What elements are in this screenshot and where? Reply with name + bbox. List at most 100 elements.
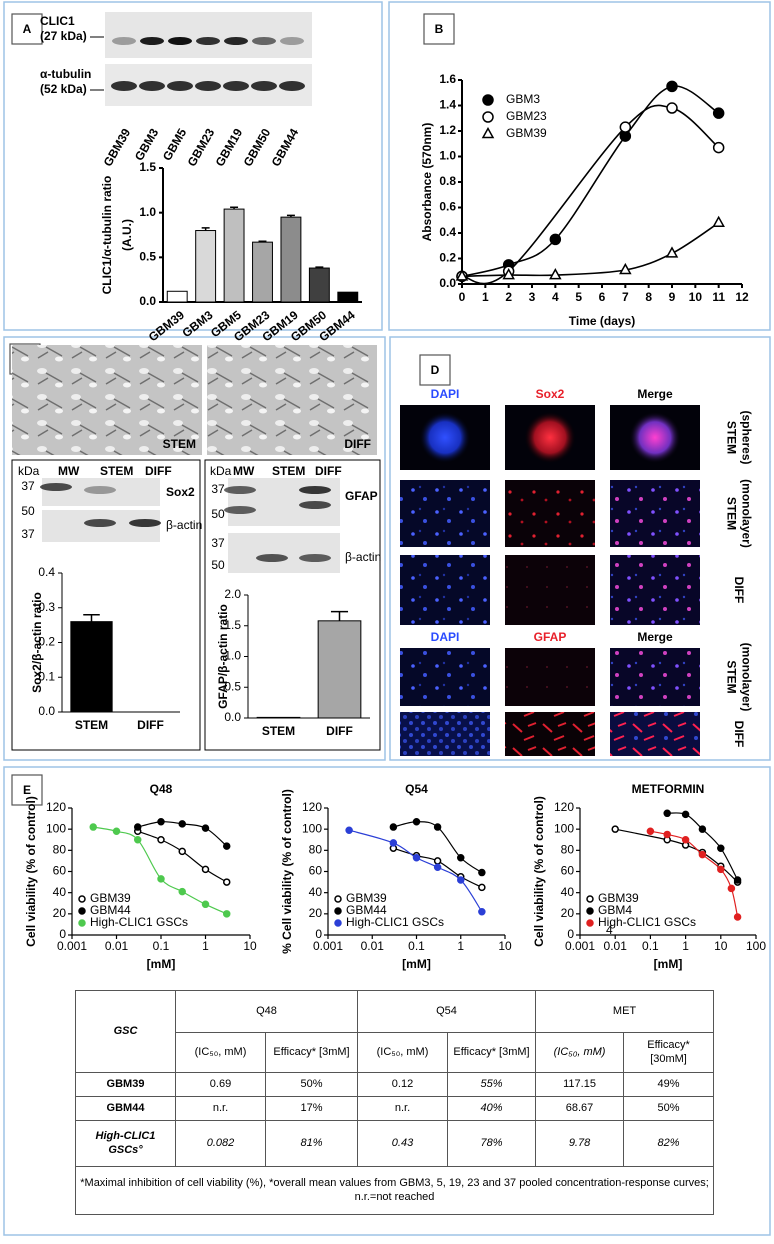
series-line bbox=[667, 812, 739, 881]
legend-marker bbox=[78, 907, 86, 915]
column-header: GFAP bbox=[534, 630, 567, 644]
marker bbox=[681, 810, 690, 819]
y-tick-label: 100 bbox=[554, 821, 574, 835]
blot-label: CLIC1 bbox=[40, 14, 75, 28]
y-tick-label: 0.4 bbox=[439, 225, 456, 239]
bar bbox=[166, 290, 188, 303]
marker bbox=[666, 80, 678, 93]
row-label: (monolayer) bbox=[739, 479, 753, 548]
y-tick-label: 60 bbox=[309, 864, 323, 878]
legend-label: GBM4 bbox=[598, 903, 632, 917]
marker bbox=[712, 215, 725, 228]
blot-band bbox=[139, 81, 165, 91]
panel-frame bbox=[389, 336, 771, 761]
x-axis-label: [mM] bbox=[147, 957, 176, 971]
marker bbox=[666, 102, 678, 114]
row-label: (monolayer) bbox=[739, 643, 753, 712]
marker bbox=[665, 246, 679, 258]
bar bbox=[317, 620, 362, 719]
blot-band bbox=[84, 486, 116, 494]
marker bbox=[389, 823, 398, 831]
micrograph-label: STEM bbox=[163, 437, 196, 451]
chart-title: Q48 bbox=[150, 782, 173, 796]
table-cell: 78% bbox=[447, 1120, 537, 1167]
table-cell: MET bbox=[535, 990, 715, 1033]
y-axis-label: Cell viability (% of control) bbox=[532, 796, 546, 947]
marker bbox=[433, 863, 442, 872]
y-tick-label: 60 bbox=[53, 864, 67, 878]
y-tick-label: 0.0 bbox=[439, 276, 456, 290]
error-bar bbox=[286, 214, 295, 218]
blot-band bbox=[299, 486, 331, 494]
blot-band bbox=[224, 506, 256, 514]
y-tick-label: 0 bbox=[567, 927, 574, 941]
table-cell: (IC₅₀, mM) bbox=[175, 1032, 266, 1073]
table-cell: *Maximal inhibition of cell viability (%… bbox=[74, 1166, 715, 1215]
legend-label: GBM44 bbox=[90, 903, 131, 917]
row-label: STEM bbox=[724, 421, 738, 454]
marker bbox=[389, 839, 398, 847]
table-cell: 0.69 bbox=[175, 1072, 266, 1097]
blot-band bbox=[140, 37, 164, 45]
fluorescence-image bbox=[400, 712, 490, 756]
series-line bbox=[137, 830, 228, 883]
chart-title: Q54 bbox=[405, 782, 428, 796]
table-cell: 0.082 bbox=[175, 1120, 266, 1167]
blot-band bbox=[196, 37, 220, 45]
table-cell: GSC bbox=[75, 990, 176, 1073]
legend-label: GBM39 bbox=[506, 126, 547, 140]
marker bbox=[727, 884, 736, 893]
y-axis-label: CLIC1/α-tubulin ratio bbox=[100, 176, 114, 295]
y-tick-label: 40 bbox=[309, 885, 323, 899]
chart-title: METFORMIN bbox=[632, 782, 705, 796]
fluorescence-image bbox=[610, 555, 700, 625]
column-header: Sox2 bbox=[536, 387, 565, 401]
x-tick-label: 0.1 bbox=[642, 939, 659, 953]
blot-frame bbox=[11, 459, 201, 751]
marker bbox=[457, 853, 465, 862]
y-tick-label: 100 bbox=[302, 821, 322, 835]
table-cell: n.r. bbox=[357, 1096, 449, 1121]
x-tick-label: DIFF bbox=[137, 718, 164, 732]
y-tick-label: 120 bbox=[46, 800, 66, 814]
table-cell: 50% bbox=[623, 1096, 715, 1121]
x-tick-label: 5 bbox=[575, 290, 582, 304]
blot-label: (27 kDa) bbox=[40, 29, 87, 43]
column-header: DAPI bbox=[431, 630, 460, 644]
x-axis-label: [mM] bbox=[654, 957, 683, 971]
marker bbox=[222, 910, 231, 918]
series-line bbox=[461, 85, 720, 278]
blot-header: STEM bbox=[272, 464, 305, 478]
y-tick-label: 0 bbox=[59, 927, 66, 941]
table-row: GBM44 n.r. 17% n.r. 40% 68.67 50% bbox=[75, 1096, 715, 1121]
y-axis-label: GFAP/β-actin ratio bbox=[216, 604, 230, 709]
y-tick-label: 0.1 bbox=[38, 669, 55, 683]
annotation: 4 bbox=[606, 923, 613, 937]
marker bbox=[201, 824, 210, 832]
panel-frame bbox=[388, 1, 771, 331]
table-row: High-CLIC1 GSCs° 0.082 81% 0.43 78% 9.78 82% bbox=[75, 1120, 715, 1167]
bar bbox=[256, 716, 301, 719]
legend-marker bbox=[586, 907, 594, 915]
x-axis-label: Time (days) bbox=[569, 314, 635, 328]
marker bbox=[717, 844, 725, 852]
table-cell: High-CLIC1 GSCs° bbox=[75, 1120, 176, 1167]
marker bbox=[412, 818, 421, 826]
marker bbox=[619, 121, 632, 133]
mw-marker: 37 bbox=[211, 536, 225, 550]
table-cell: 68.67 bbox=[535, 1096, 625, 1121]
blot-band bbox=[168, 37, 192, 45]
blot-band bbox=[129, 519, 161, 527]
mw-marker: 50 bbox=[21, 504, 35, 518]
panel-label-box bbox=[11, 774, 43, 806]
blot-label: (52 kDa) bbox=[40, 82, 87, 96]
band-label: β-actin bbox=[345, 550, 381, 564]
y-tick-label: 0.0 bbox=[224, 710, 241, 724]
y-axis-label: Cell viability (% of control) bbox=[24, 796, 38, 947]
table-cell: (IC₅₀, mM) bbox=[357, 1032, 449, 1073]
table-row: GSC Q48 Q54 MET bbox=[75, 990, 715, 1073]
table-row: GBM39 0.69 50% 0.12 55% 117.15 49% bbox=[75, 1072, 715, 1097]
table-cell: 81% bbox=[264, 1120, 359, 1167]
legend-marker bbox=[481, 126, 495, 139]
legend-marker bbox=[586, 895, 594, 903]
